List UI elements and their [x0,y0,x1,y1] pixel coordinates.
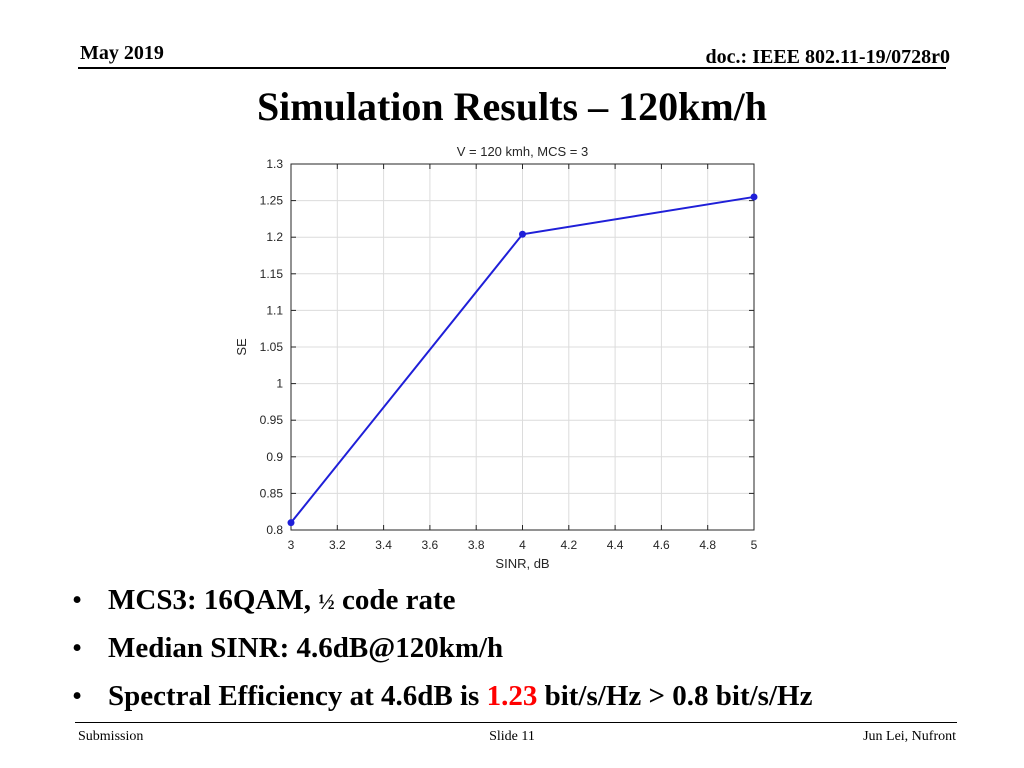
bullet-sinr-text: Median SINR: 4.6dB@120km/h [108,632,504,664]
line-chart: 3 3.2 3.4 3.6 3.8 4 4.2 4.4 4.6 4.8 5 0.8 0.85 0.9 0.9… [234,144,758,571]
bullet-se-prefix: Spectral Efficiency at 4.6dB is [108,680,487,712]
slide-title: Simulation Results – 120km/h [256,84,768,129]
footer-author: Jun Lei, Nufront [863,729,956,744]
x-axis-label: SINR, dB [495,556,549,571]
footer-slide-number: Slide 11 [489,729,535,744]
bullet-se-highlight: 1.23 [486,680,538,712]
chart-series [287,193,758,527]
bullet-se-suffix: bit/s/Hz > 0.8 bit/s/Hz [537,680,813,712]
y-tick-label: 1.25 [260,194,284,208]
x-tick-label: 3.6 [422,538,439,552]
y-tick-label: 1 [276,377,283,391]
footer-submission: Submission [78,729,144,744]
header-doc-id: doc.: IEEE 802.11-19/0728r0 [705,46,950,68]
x-tick-label: 3 [288,538,295,552]
y-tick-label: 1.1 [266,303,283,317]
x-tick-label: 4.4 [607,538,624,552]
y-tick-label: 1.15 [260,267,284,281]
bullet-mcs-fraction: ½ [318,589,335,614]
header-date: May 2019 [80,42,164,64]
header-divider [78,67,946,69]
x-tick-label: 4.8 [699,538,716,552]
chart-grid [290,163,755,531]
y-tick-label: 1.2 [266,230,283,244]
bullet-marker: • [72,632,83,664]
bullet-marker: • [72,680,83,712]
bullet-item-mcs: • MCS3: 16QAM, ½ code rate [72,583,812,631]
x-tick-label: 4 [519,538,526,552]
y-tick-label: 0.8 [266,523,283,537]
x-tick-label: 3.8 [468,538,485,552]
chart-title: V = 120 kmh, MCS = 3 [457,144,589,159]
x-tick-label: 4.2 [560,538,577,552]
x-tick-label: 3.4 [375,538,392,552]
bullet-item-se: • Spectral Efficiency at 4.6dB is 1.23 b… [72,679,812,727]
y-tick-label: 0.95 [260,413,284,427]
bullet-item-sinr: • Median SINR: 4.6dB@120km/h [72,631,812,679]
x-tick-label: 3.2 [329,538,346,552]
y-tick-label: 1.3 [266,157,283,171]
y-axis-label: SE [234,338,249,356]
bullet-list: • MCS3: 16QAM, ½ code rate • Median SINR… [72,583,812,727]
footer-divider [75,722,957,723]
chart-ticks: 3 3.2 3.4 3.6 3.8 4 4.2 4.4 4.6 4.8 5 0.8 0.85 0.9 0.9… [260,157,758,552]
bullet-marker: • [72,584,83,616]
bullet-mcs-suffix: code rate [334,584,456,616]
data-point [519,230,526,238]
y-tick-label: 0.85 [260,486,284,500]
y-tick-label: 0.9 [266,450,283,464]
data-point [287,519,295,527]
data-point [750,193,758,201]
y-tick-label: 1.05 [260,340,284,354]
x-tick-label: 4.6 [653,538,670,552]
x-tick-label: 5 [751,538,758,552]
bullet-mcs-prefix: MCS3: 16QAM, [108,584,319,616]
